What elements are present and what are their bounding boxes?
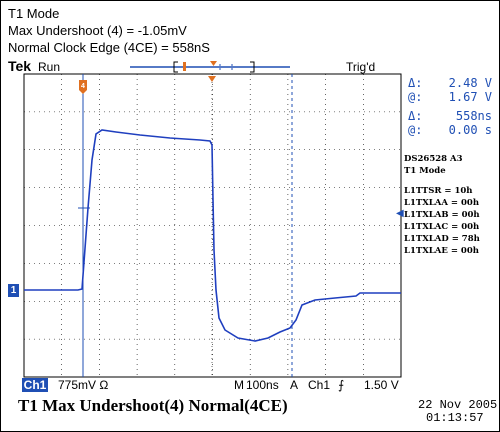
trigger-level: 1.50 V	[364, 378, 399, 392]
readout-label: Δ:	[408, 76, 423, 90]
channel-1-indicator[interactable]: Ch1	[22, 378, 48, 392]
channel-1-ground-marker[interactable]: 1	[8, 284, 19, 297]
brand-logo: Tek	[8, 58, 32, 74]
marker-4-icon	[79, 80, 87, 94]
marker-4-label: 4	[81, 83, 85, 90]
capture-time: 01:13:57	[426, 411, 484, 425]
vertical-scale: 775mV Ω	[58, 378, 109, 392]
readout-value: 0.00 s	[448, 123, 492, 137]
max-undershoot-label: Max Undershoot (4) = -1.05mV	[8, 23, 187, 38]
readout-row: Δ: 558ns	[408, 109, 492, 123]
graticule-grid	[24, 74, 401, 377]
register-line: L1TXLAD = 78h	[404, 234, 480, 244]
register-line: L1TTSR = 10h	[404, 186, 473, 196]
readout-row: @: 0.00 s	[408, 123, 492, 137]
trigger-channel: Ch1	[308, 378, 331, 392]
trigger-level-arrow-icon: ◀	[396, 208, 404, 219]
capture-date: 22 Nov 2005	[418, 398, 498, 412]
record-bracket-left	[173, 61, 178, 73]
readout-label: @:	[408, 90, 423, 104]
record-position-marker	[183, 62, 186, 71]
readout-label: @:	[408, 123, 423, 137]
timebase-value: 100ns	[246, 378, 279, 392]
readout-label: Δ:	[408, 109, 423, 123]
rising-edge-icon: ⨍	[338, 378, 345, 392]
readout-value: 1.67 V	[448, 90, 492, 104]
timebase-prefix: M	[234, 378, 244, 392]
figure-caption: T1 Max Undershoot(4) Normal(4CE)	[18, 396, 288, 415]
run-status: Run	[38, 60, 61, 74]
record-bracket-right	[250, 61, 255, 73]
device-name: DS26528 A3	[404, 154, 463, 164]
readout-value: 2.48 V	[448, 76, 492, 90]
register-line: L1TXLAB = 00h	[404, 210, 480, 220]
register-line: L1TXLAC = 00h	[404, 222, 480, 232]
trigger-status: Trig'd	[346, 60, 376, 74]
mode-title: T1 Mode	[8, 6, 60, 21]
clock-edge-label: Normal Clock Edge (4CE) = 558nS	[8, 40, 210, 55]
waveform-trace	[24, 129, 401, 342]
readout-row: @: 1.67 V	[408, 90, 492, 104]
trigger-mode: A	[290, 378, 299, 392]
trigger-point-icon	[208, 76, 216, 82]
register-line: L1TXLAA = 00h	[404, 198, 480, 208]
readout-row: Δ: 2.48 V	[408, 76, 492, 90]
register-line: L1TXLAE = 00h	[404, 246, 479, 256]
device-mode: T1 Mode	[404, 166, 446, 176]
readout-value: 558ns	[455, 109, 492, 123]
trigger-position-icon	[210, 61, 217, 66]
